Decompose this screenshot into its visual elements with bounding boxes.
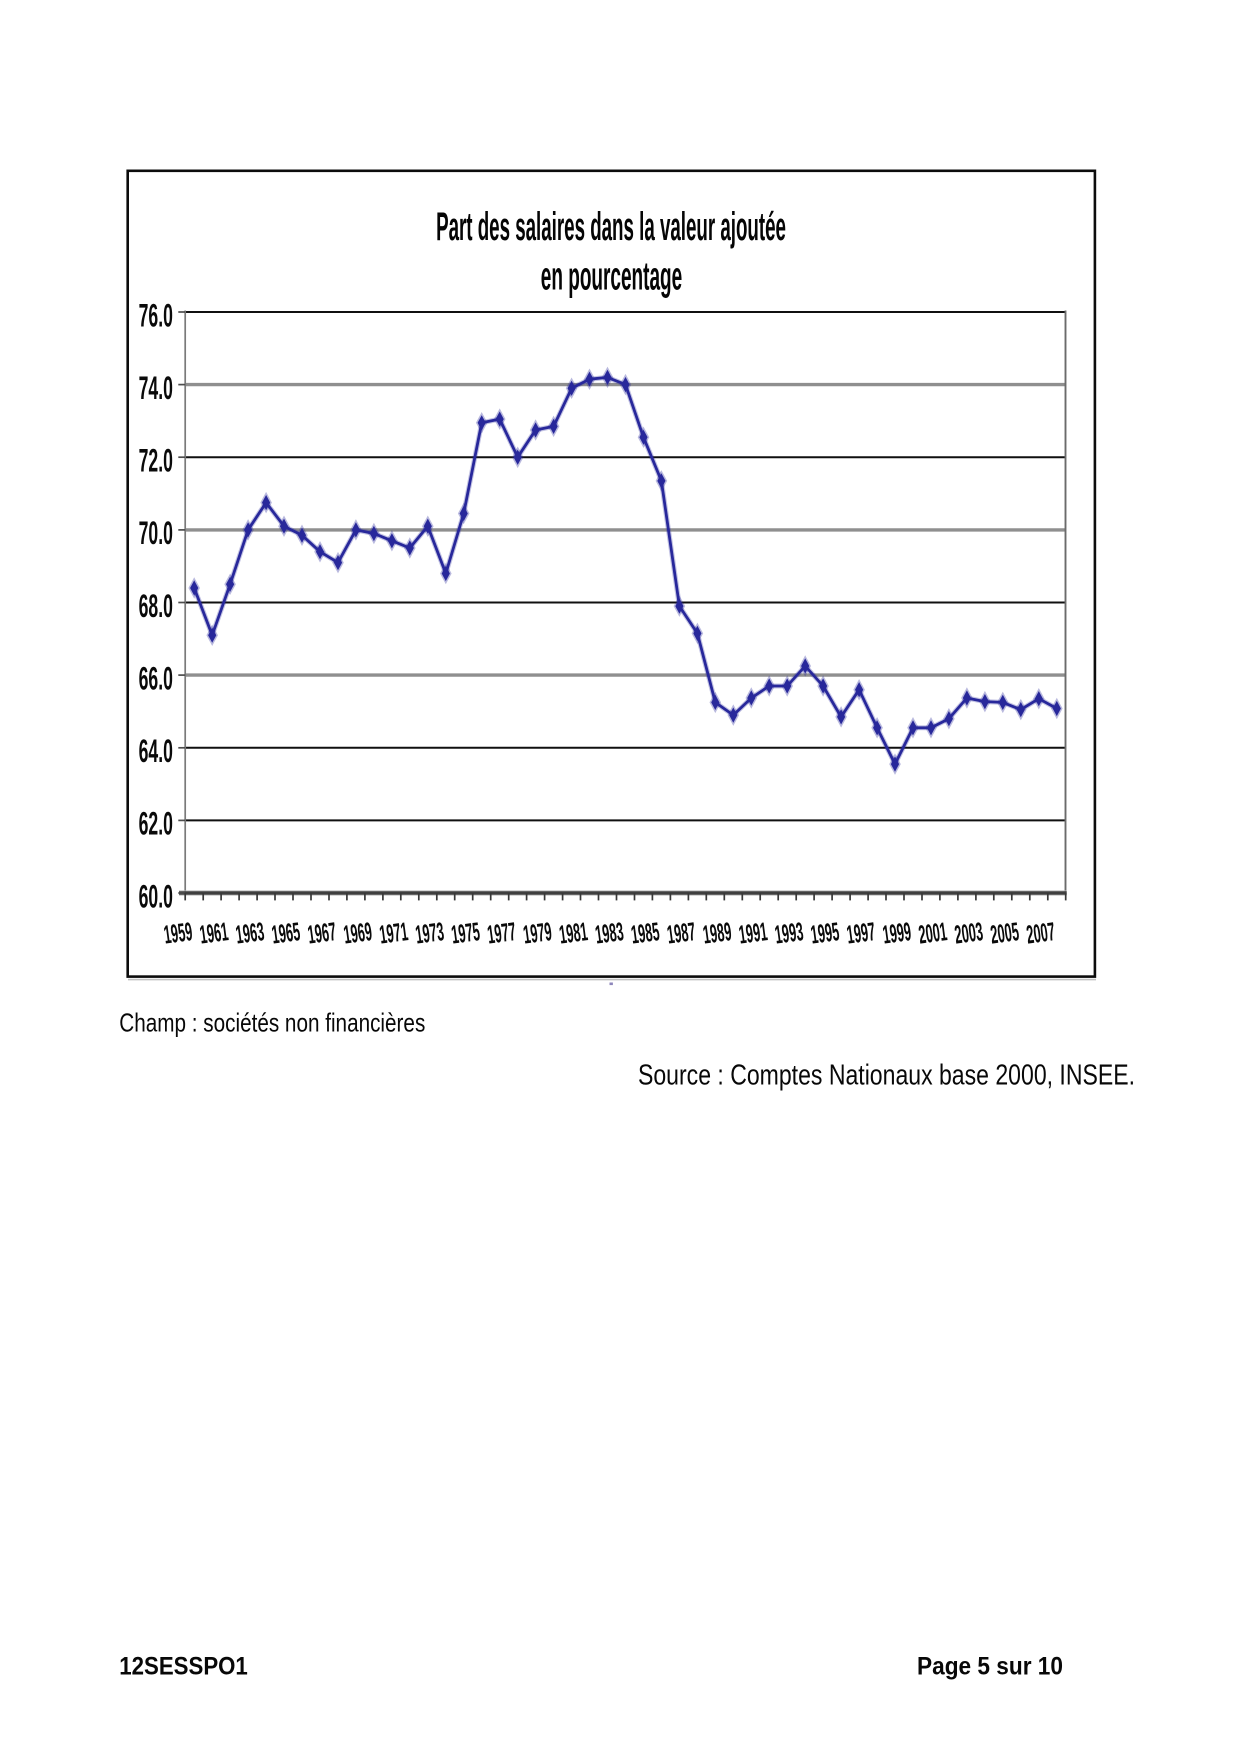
svg-text:1975: 1975 <box>450 917 482 950</box>
svg-text:1989: 1989 <box>701 917 733 950</box>
svg-text:1999: 1999 <box>881 917 913 950</box>
svg-text:Page 5 sur 10: Page 5 sur 10 <box>917 1652 1063 1680</box>
svg-text:1969: 1969 <box>342 917 374 950</box>
svg-text:1959: 1959 <box>162 917 194 950</box>
svg-text:Source : Comptes Nationaux bas: Source : Comptes Nationaux base 2000, IN… <box>638 1059 1135 1091</box>
svg-text:70.0: 70.0 <box>139 517 173 552</box>
svg-text:1963: 1963 <box>234 917 266 950</box>
svg-text:60.0: 60.0 <box>139 880 173 915</box>
svg-text:1981: 1981 <box>557 917 589 950</box>
svg-text:2007: 2007 <box>1025 917 1057 950</box>
svg-text:72.0: 72.0 <box>139 444 173 479</box>
svg-text:1985: 1985 <box>629 917 661 950</box>
svg-text:66.0: 66.0 <box>139 662 173 697</box>
svg-text:1977: 1977 <box>486 917 518 950</box>
svg-text:Part des salaires dans la vale: Part des salaires dans la valeur ajoutée <box>436 204 786 249</box>
svg-text:62.0: 62.0 <box>139 807 173 842</box>
svg-text:12SESSPO1: 12SESSPO1 <box>119 1652 248 1680</box>
svg-text:2003: 2003 <box>953 917 985 950</box>
svg-text:1983: 1983 <box>593 917 625 950</box>
svg-text:1993: 1993 <box>773 917 805 950</box>
svg-text:en pourcentage: en pourcentage <box>541 254 682 299</box>
svg-text:2001: 2001 <box>917 917 949 950</box>
svg-text:1979: 1979 <box>522 917 554 950</box>
svg-text:1961: 1961 <box>198 917 230 950</box>
svg-text:1971: 1971 <box>378 917 410 950</box>
svg-text:74.0: 74.0 <box>139 372 173 407</box>
svg-text:Champ : sociétés non financièr: Champ : sociétés non financières <box>119 1008 425 1038</box>
svg-text:2005: 2005 <box>989 917 1021 950</box>
svg-text:1995: 1995 <box>809 917 841 950</box>
svg-text:68.0: 68.0 <box>139 590 173 625</box>
svg-text:76.0: 76.0 <box>139 299 173 334</box>
svg-text:1991: 1991 <box>737 917 769 950</box>
svg-text:1967: 1967 <box>306 917 338 950</box>
svg-text:1987: 1987 <box>665 917 697 950</box>
svg-text:1997: 1997 <box>845 917 877 950</box>
svg-text:1973: 1973 <box>414 917 446 950</box>
svg-text:64.0: 64.0 <box>139 735 173 770</box>
svg-text:1965: 1965 <box>270 917 302 950</box>
